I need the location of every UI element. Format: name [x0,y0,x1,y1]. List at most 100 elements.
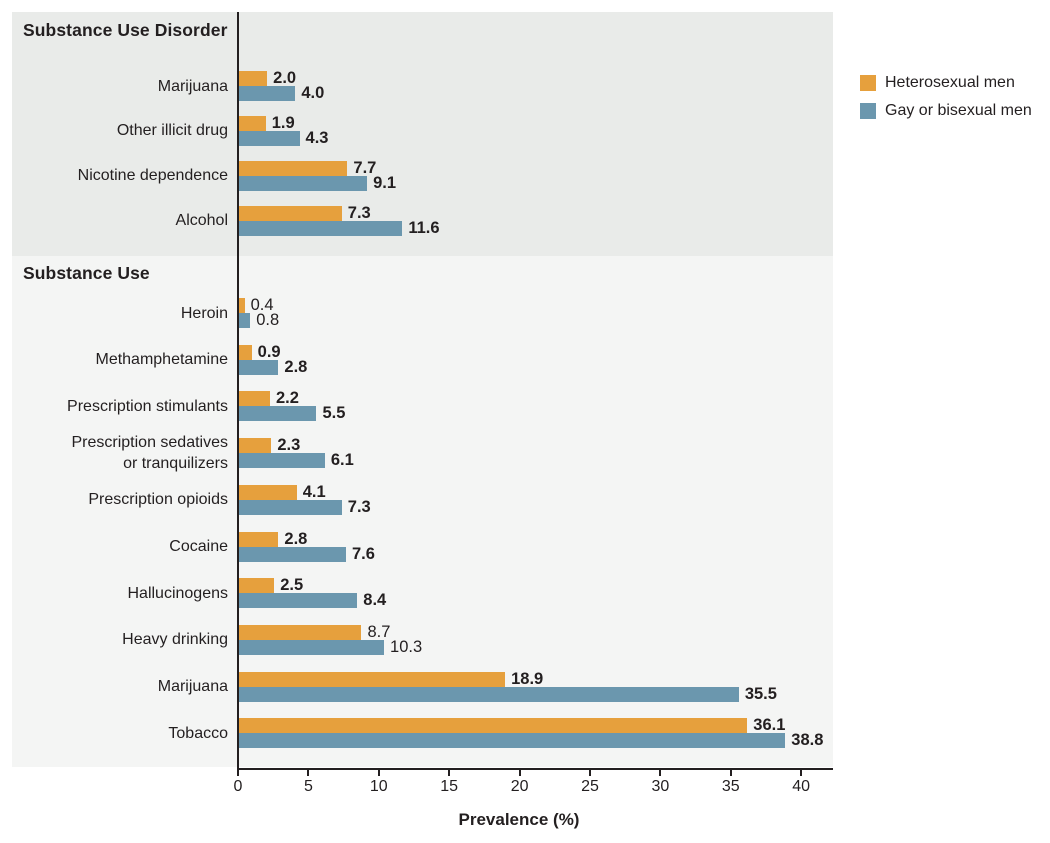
bar-heterosexual-men [239,671,506,687]
bar-gay-or-bisexual-men [239,175,368,191]
x-axis-tick-label: 20 [510,778,529,795]
x-axis-tick-label: 30 [651,778,670,795]
category-label-line: Alcohol [175,212,228,230]
value-label: 6.1 [330,451,354,470]
bar-heterosexual-men [239,531,279,547]
value-label: 0.8 [256,311,280,329]
x-axis-tick [448,770,451,776]
value-label: 7.7 [353,158,377,177]
bar-heterosexual-men [239,718,748,734]
category-label-line: Nicotine dependence [77,167,228,185]
bar-heterosexual-men [239,205,342,221]
value-label: 0.9 [257,342,281,361]
bar-heterosexual-men [239,438,272,454]
category-label-line: Other illicit drug [116,122,228,140]
x-axis-tick-label: 10 [369,778,388,795]
legend-label: Heterosexual men [885,74,1015,91]
category-label: Prescription sedatives or tranquilizers [0,431,228,475]
value-label: 4.1 [302,482,326,501]
value-label: 7.6 [352,544,375,563]
value-label: 2.0 [273,69,297,87]
x-axis-tick-label: 15 [440,778,459,795]
value-label: 7.3 [347,203,371,222]
category-label: Marijuana [0,64,228,108]
bar-gay-or-bisexual-men [239,639,385,655]
category-label: Hallucinogens [0,571,228,615]
category-label: Heavy drinking [0,618,228,662]
legend: Heterosexual men Gay or bisexual men [860,73,1032,129]
category-label: Tobacco [0,711,228,755]
value-label: 2.2 [275,389,299,408]
value-label: 35.5 [744,684,777,703]
category-label-line: Prescription stimulants [67,397,228,415]
category-label-line: Prescription sedatives [71,434,228,452]
x-axis-tick [377,770,380,776]
value-label: 0.4 [250,296,274,314]
bar-gay-or-bisexual-men [239,499,342,515]
value-label: 18.9 [511,669,544,688]
value-label: 5.5 [322,404,346,423]
value-label: 2.8 [284,357,308,376]
category-label: Cocaine [0,525,228,569]
category-label-line: Prescription opioids [88,491,228,509]
x-axis-tick-label: 35 [721,778,740,795]
category-label-line: Heroin [180,304,228,322]
category-label-line: or tranquilizers [123,455,228,473]
x-axis-tick [800,770,803,776]
gay-or-bisexual-men-swatch [860,103,876,119]
value-label: 2.3 [277,436,301,455]
bar-heterosexual-men [239,484,297,500]
bar-gay-or-bisexual-men [239,86,296,101]
category-label: Nicotine dependence [0,154,228,198]
category-label: Heroin [0,291,228,335]
x-axis-tick [518,770,521,776]
value-label: 9.1 [373,173,397,192]
section-header-substance-use: Substance Use [23,263,150,283]
bar-gay-or-bisexual-men [239,546,346,562]
value-label: 7.3 [347,497,371,516]
bar-gay-or-bisexual-men [239,359,279,375]
category-label: Methamphetamine [0,338,228,382]
category-label: Other illicit drug [0,109,228,153]
bar-heterosexual-men [239,578,275,594]
bar-heterosexual-men [239,391,270,407]
category-label-line: Hallucinogens [127,584,228,602]
x-axis-line [237,768,833,770]
category-label: Alcohol [0,199,228,243]
bar-heterosexual-men [239,115,266,131]
x-axis-tick [729,770,732,776]
x-axis-tick-label: 40 [792,778,811,795]
bar-gay-or-bisexual-men [239,453,325,469]
x-axis-title: Prevalence (%) [458,810,580,829]
bar-heterosexual-men [239,624,362,640]
x-axis-tick [307,770,310,776]
bar-gay-or-bisexual-men [239,593,358,609]
legend-label: Gay or bisexual men [885,102,1032,119]
category-label-line: Marijuana [157,678,228,696]
value-label: 2.5 [280,576,304,595]
section-header-substance-use-disorder: Substance Use Disorder [23,20,228,40]
y-axis-line [237,12,239,770]
legend-item: Heterosexual men [860,73,1032,93]
bar-gay-or-bisexual-men [239,130,300,146]
bar-heterosexual-men [239,160,348,176]
category-label: Prescription opioids [0,478,228,522]
value-label: 36.1 [753,716,786,735]
category-label-line: Heavy drinking [122,631,228,649]
value-label: 11.6 [408,218,440,237]
x-axis-tick-label: 5 [303,778,313,795]
x-axis-tick-label: 25 [581,778,599,795]
value-label: 1.9 [271,113,295,132]
category-label-line: Cocaine [169,538,228,555]
bar-gay-or-bisexual-men [239,686,739,702]
category-label-line: Methamphetamine [95,351,228,369]
heterosexual-men-swatch [860,75,876,91]
value-label: 4.0 [301,84,325,102]
value-label: 8.7 [367,622,391,641]
panel-substance-use-disorder [12,12,833,256]
bar-gay-or-bisexual-men [239,733,786,749]
x-axis-tick [237,770,239,776]
legend-item: Gay or bisexual men [860,101,1032,121]
x-axis-tick-label: 0 [233,778,243,795]
